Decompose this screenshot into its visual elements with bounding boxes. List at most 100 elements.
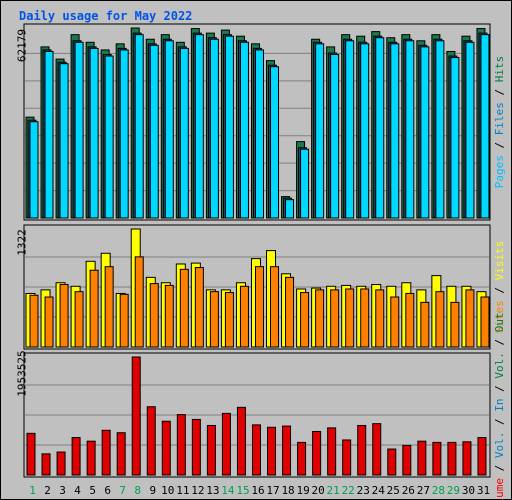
sites-bar [254,266,264,348]
legend-separator: / [493,280,506,300]
day-label: 2 [44,484,51,497]
panel3-max-label: 1953525 [15,350,29,397]
volume-bar [282,425,292,476]
legend-separator: / [493,82,506,102]
panel2-max-label: 1322 [15,229,29,256]
pages-bar [270,66,280,219]
pages-bar [315,43,325,219]
pages-bar [375,37,385,219]
pages-bar [435,40,445,219]
sites-bar [224,292,234,348]
volume-bar [447,441,457,476]
volume-bar [131,356,141,476]
day-label: 21 [327,484,340,497]
day-label: 9 [149,484,156,497]
day-label: 19 [296,484,309,497]
volume-bar [267,426,277,476]
day-label: 1 [29,484,36,497]
day-label: 11 [176,484,189,497]
pages-bar [59,63,69,219]
legend-separator: / [493,332,506,352]
pages-bar [29,121,39,219]
pages-bar [285,199,295,219]
day-label: 7 [119,484,126,497]
sites-bar [149,283,159,348]
pages-bar [465,41,475,219]
day-label: 24 [372,484,386,497]
day-label: 10 [161,484,174,497]
legend-entry: Vol. [493,352,506,379]
sites-bar [285,276,295,348]
volume-bar [327,427,337,476]
legend-entry: Out [493,312,506,332]
sites-bar [465,289,475,348]
chart-title: Daily usage for May 2022 [19,9,193,23]
day-label: 29 [447,484,460,497]
pages-bar [164,40,174,219]
sites-bar [405,292,415,348]
pages-bar [360,43,370,219]
sites-bar [315,289,325,348]
pages-bar [209,38,219,219]
pages-bar [179,47,189,219]
pages-bar [330,54,340,219]
sites-bar [179,268,189,348]
legend-entry: Pages [493,155,506,188]
volume-bar [417,440,427,476]
legend-text: Volume / Vol. / In / Vol. / Out [493,312,506,500]
sites-bar [270,266,280,348]
sites-bar [390,296,400,348]
sites-bar [435,291,445,348]
pages-bar [345,40,355,219]
sites-bar [134,256,144,348]
volume-bar [176,414,186,476]
day-label: 15 [236,484,249,497]
volume-bar [86,440,96,476]
day-label: 20 [312,484,325,497]
pages-bar [74,41,84,219]
day-label: 26 [402,484,415,497]
sites-bar [239,285,249,348]
pages-bar [134,34,144,219]
sites-bar [300,292,310,348]
volume-bar [372,423,382,476]
legend-entry: Visits [493,241,506,281]
volume-bar [342,439,352,476]
volume-bar [146,406,156,476]
pages-bar [224,35,234,219]
volume-bar [206,424,216,476]
legend-separator: / [493,412,506,432]
sites-bar [450,301,460,348]
sites-bar [164,284,174,348]
volume-bar [402,444,412,476]
day-label: 4 [74,484,81,497]
sites-bar [104,266,114,348]
pages-bar [44,50,54,219]
day-label: 22 [342,484,355,497]
sites-bar [209,291,219,348]
pages-bar [405,40,415,219]
legend-separator: / [493,135,506,155]
pages-bar [194,34,204,219]
legend-entry: Volume [493,478,506,500]
volume-bar [161,420,171,476]
sites-bar [480,296,490,348]
volume-bar [251,424,261,476]
volume-bar [432,441,442,476]
sites-bar [59,284,69,348]
volume-bar [477,437,487,476]
volume-bar [357,424,367,476]
sites-bar [29,294,39,348]
legend-group: Sites / Visits [493,241,506,334]
day-label: 17 [266,484,279,497]
sites-bar [44,296,54,348]
legend-text: Sites / Visits [493,241,506,334]
volume-bar [101,429,111,476]
sites-bar [89,269,99,348]
legend-separator: / [493,379,506,399]
pages-bar [104,55,114,219]
day-label: 3 [59,484,66,497]
day-label: 25 [387,484,400,497]
pages-bar [480,34,490,219]
